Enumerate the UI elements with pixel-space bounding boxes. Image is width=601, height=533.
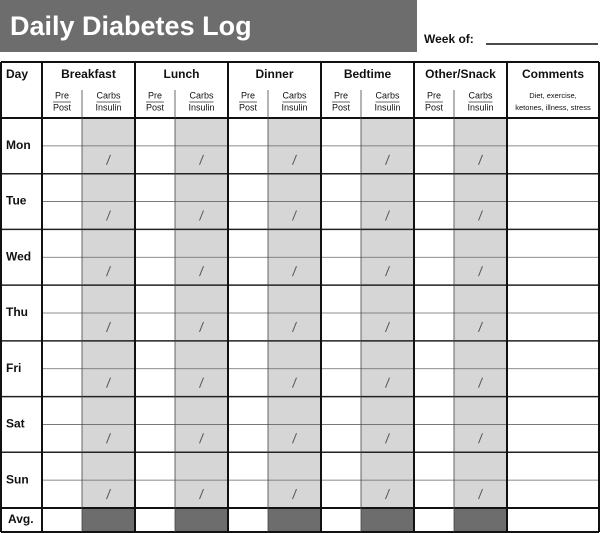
- meal-header: Breakfast: [61, 67, 116, 81]
- avg-shade: [361, 508, 414, 532]
- comments-note: ketones, illness, stress: [515, 103, 591, 112]
- slash: [106, 154, 111, 165]
- carbs-label: Carbs: [96, 90, 121, 100]
- slash: [106, 210, 111, 221]
- pre-label: Pre: [241, 90, 255, 100]
- slash: [199, 377, 204, 388]
- slash: [292, 488, 297, 500]
- slash: [199, 266, 204, 277]
- meal-header: Lunch: [164, 67, 200, 81]
- avg-shade: [268, 508, 321, 532]
- avg-shade: [454, 508, 507, 532]
- insulin-label: Insulin: [374, 102, 400, 112]
- carbs-label: Carbs: [375, 90, 400, 100]
- slash: [478, 377, 483, 388]
- day-label: Sat: [6, 417, 25, 431]
- slash: [106, 266, 111, 277]
- avg-shade: [175, 508, 228, 532]
- slash: [385, 321, 390, 333]
- slash: [478, 433, 483, 444]
- slash: [385, 154, 390, 165]
- slash: [292, 377, 297, 388]
- slash: [199, 154, 204, 165]
- slash: [478, 266, 483, 277]
- carbs-label: Carbs: [189, 90, 214, 100]
- slash: [106, 377, 111, 388]
- slash: [385, 488, 390, 500]
- slash: [292, 266, 297, 277]
- slash: [199, 488, 204, 500]
- comments-note: Diet, exercise,: [529, 91, 577, 100]
- slash: [385, 377, 390, 388]
- carbs-label: Carbs: [468, 90, 493, 100]
- slash: [292, 433, 297, 444]
- slash: [106, 321, 111, 333]
- day-label: Wed: [6, 249, 31, 263]
- pre-label: Pre: [148, 90, 162, 100]
- title-bar: [0, 0, 417, 52]
- comments-header: Comments: [522, 67, 584, 81]
- slash: [106, 433, 111, 444]
- day-label: Fri: [6, 361, 21, 375]
- slash: [385, 210, 390, 221]
- pre-label: Pre: [334, 90, 348, 100]
- insulin-label: Insulin: [281, 102, 307, 112]
- slash: [199, 321, 204, 333]
- meal-header: Other/Snack: [425, 67, 496, 81]
- day-header: Day: [6, 67, 28, 81]
- slash: [106, 488, 111, 500]
- meal-header: Bedtime: [344, 67, 392, 81]
- pre-label: Pre: [55, 90, 69, 100]
- day-label: Sun: [6, 472, 29, 486]
- slash: [292, 210, 297, 221]
- form-title: Daily Diabetes Log: [10, 11, 252, 41]
- meal-header: Dinner: [255, 67, 293, 81]
- post-label: Post: [332, 102, 351, 112]
- day-label: Tue: [6, 194, 27, 208]
- slash: [478, 210, 483, 221]
- slash: [292, 154, 297, 165]
- slash: [478, 321, 483, 333]
- post-label: Post: [53, 102, 72, 112]
- slash: [478, 154, 483, 165]
- post-label: Post: [146, 102, 165, 112]
- insulin-label: Insulin: [188, 102, 214, 112]
- avg-label: Avg.: [8, 512, 34, 526]
- day-label: Thu: [6, 305, 28, 319]
- slash: [199, 433, 204, 444]
- slash: [478, 488, 483, 500]
- insulin-label: Insulin: [95, 102, 121, 112]
- carbs-label: Carbs: [282, 90, 307, 100]
- post-label: Post: [239, 102, 258, 112]
- avg-shade: [82, 508, 135, 532]
- slash: [385, 433, 390, 444]
- pre-label: Pre: [427, 90, 441, 100]
- post-label: Post: [425, 102, 444, 112]
- day-label: Mon: [6, 138, 31, 152]
- insulin-label: Insulin: [467, 102, 493, 112]
- slash: [385, 266, 390, 277]
- slash: [199, 210, 204, 221]
- slash: [292, 321, 297, 333]
- week-label: Week of:: [424, 32, 474, 46]
